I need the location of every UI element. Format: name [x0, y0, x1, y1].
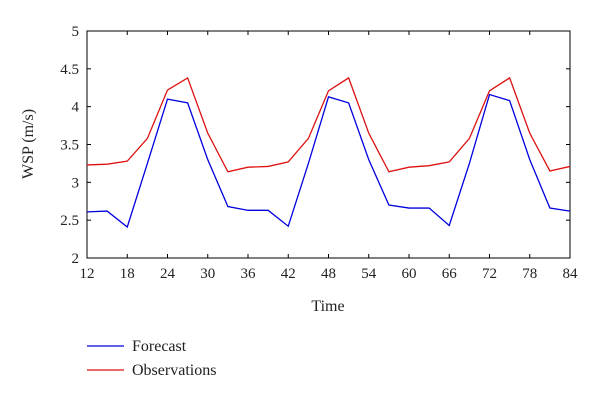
x-tick-label: 48 [321, 266, 336, 282]
series-line-observations [86, 76, 571, 173]
x-tick-label: 84 [563, 266, 579, 282]
legend-label-forecast: Forecast [132, 338, 187, 355]
y-tick-label: 5 [72, 24, 80, 40]
x-axis-ticks: 12 18 24 30 36 42 48 54 60 66 72 78 84 [80, 31, 579, 282]
y-tick-label: 2 [72, 251, 80, 267]
y-tick-label: 3 [72, 175, 80, 191]
series-layer [86, 76, 571, 229]
x-tick-label: 12 [80, 266, 95, 282]
x-tick-label: 36 [241, 266, 257, 282]
x-tick-label: 78 [522, 266, 537, 282]
x-tick-label: 66 [442, 266, 458, 282]
x-tick-label: 72 [482, 266, 497, 282]
plot-area: 12 18 24 30 36 42 48 54 60 66 72 78 84 2 2.5 3 3.5 4 4.5 5 [60, 24, 578, 282]
x-tick-label: 42 [281, 266, 296, 282]
y-axis-title: WSP (m/s) [20, 109, 37, 179]
x-tick-label: 18 [120, 266, 135, 282]
plot-frame [86, 30, 571, 259]
y-axis-ticks: 2 2.5 3 3.5 4 4.5 5 [60, 24, 570, 267]
y-tick-label: 4 [72, 100, 80, 116]
legend-label-observations: Observations [132, 362, 216, 379]
x-tick-label: 30 [200, 266, 215, 282]
x-tick-label: 54 [361, 266, 377, 282]
series-line-forecast [86, 93, 571, 229]
y-tick-label: 2.5 [60, 213, 79, 229]
x-axis-title: Time [311, 298, 344, 315]
x-tick-label: 60 [402, 266, 417, 282]
legend: Forecast Observations [87, 338, 216, 379]
x-tick-label: 24 [160, 266, 176, 282]
y-tick-label: 3.5 [60, 138, 79, 154]
y-tick-label: 4.5 [60, 62, 79, 78]
